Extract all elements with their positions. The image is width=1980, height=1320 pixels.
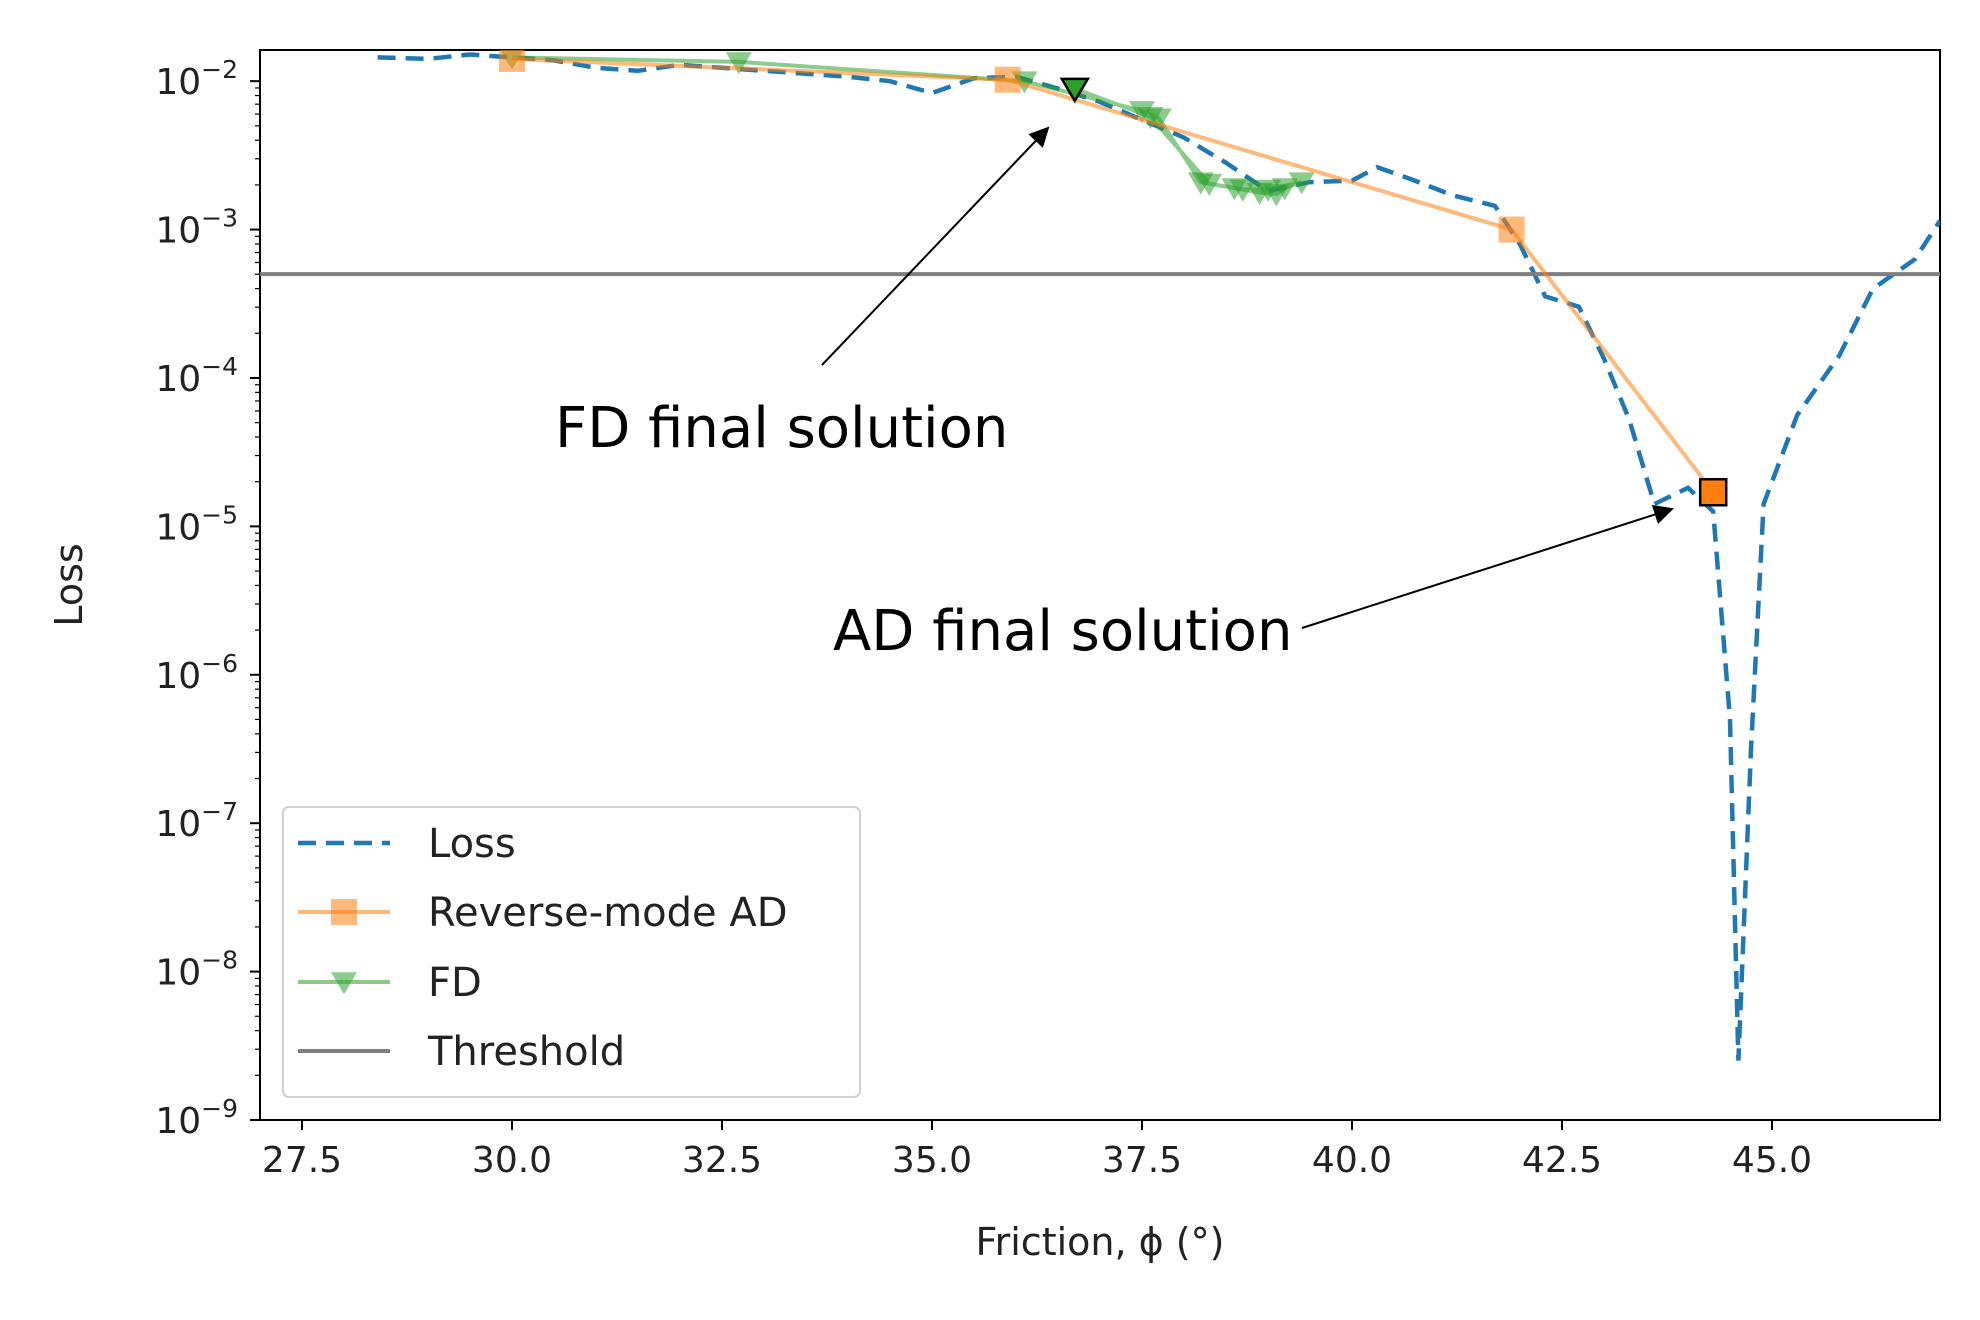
plot-markers [1059,77,1728,507]
legend-fd-swatch-marker [331,972,357,995]
y-tick-label: 10−9 [155,1094,238,1142]
fd-point [1196,173,1223,196]
x-tick-label: 37.5 [1102,1140,1182,1181]
x-axis-label: Friction, ϕ (°) [976,1220,1225,1264]
ad-annotation-arrow [1301,504,1674,629]
x-tick-label: 35.0 [892,1140,972,1181]
fd-annotation-arrow [821,126,1050,366]
y-tick-label: 10−8 [155,946,238,994]
axes: 27.5 30.0 32.5 35.0 37.5 40.0 42.5 45.0 10−2 10−3… [47,49,1941,1264]
legend-entry-label: Loss [428,821,516,867]
ad-point [1498,216,1525,243]
fd-final-label: FD final solution [555,396,1008,461]
x-tick-label: 40.0 [1312,1140,1392,1181]
x-tick-label: 45.0 [1732,1140,1812,1181]
y-tick-label: 10−2 [155,55,238,103]
legend-entry-label: Threshold [427,1029,625,1075]
legend-box [282,806,861,1098]
legend-ad-swatch-marker [331,899,357,925]
y-tick-label: 10−5 [155,500,238,548]
legend: Loss Reverse-mode AD FD Threshold [282,806,861,1098]
y-axis-label: Loss [47,543,91,626]
legend-entry-label: Reverse-mode AD [428,890,788,936]
y-tick-label: 10−6 [155,649,238,697]
annotations: FD final solution AD final solution [555,126,1674,664]
ad-point [994,66,1021,93]
x-tick-label: 27.5 [262,1140,342,1181]
fd-point [725,52,752,75]
x-tick-label: 30.0 [472,1140,552,1181]
x-tick-label: 42.5 [1522,1140,1602,1181]
fd-series-line [511,55,1303,197]
fd-point [1255,179,1281,202]
ad-final-label: AD final solution [833,599,1292,664]
ad-series-line [511,56,1715,494]
fd-point [1229,179,1256,202]
plot-area [260,50,1940,1061]
y-tick-label: 10−4 [155,352,238,400]
ad-point [499,50,525,72]
fd-final-marker [1059,77,1090,104]
y-tick-label: 10−7 [155,797,238,845]
ad-final-marker [1698,477,1728,507]
legend-entry-label: FD [428,960,482,1006]
fd-point [1137,107,1164,130]
x-tick-label: 32.5 [682,1140,762,1181]
y-tick-label: 10−3 [155,204,238,252]
fd-point [1288,172,1315,195]
